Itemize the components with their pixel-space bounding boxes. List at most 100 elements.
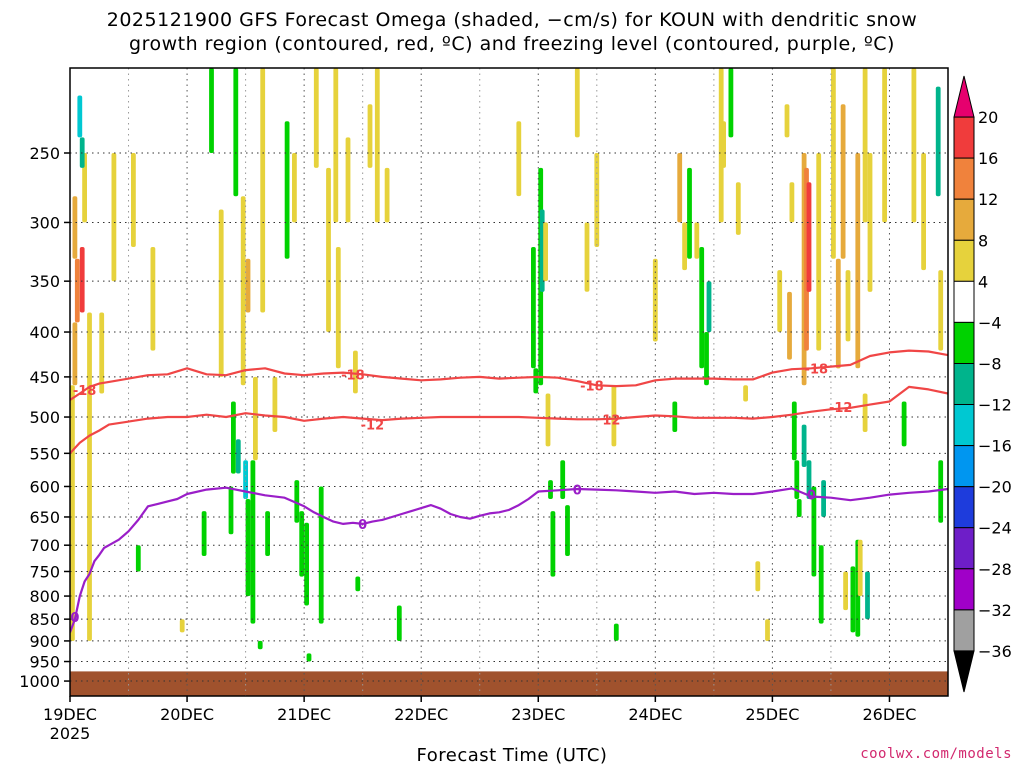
colorbar-label-0: 20 bbox=[978, 108, 998, 127]
omega-cell-75 bbox=[718, 68, 724, 223]
omega-cell-61 bbox=[574, 68, 580, 138]
omega-cell-77 bbox=[721, 121, 726, 168]
omega-cell-14 bbox=[179, 619, 185, 633]
omega-cell-93 bbox=[806, 460, 812, 499]
omega-cell-39 bbox=[318, 486, 324, 624]
colorbar-cap-top bbox=[953, 75, 975, 118]
omega-cell-35 bbox=[299, 511, 305, 577]
omega-cell-101 bbox=[845, 270, 851, 342]
y-tick-label-450: 450 bbox=[29, 368, 60, 387]
y-tick-label-700: 700 bbox=[29, 536, 60, 555]
plot-frame bbox=[69, 67, 949, 697]
colorbar-label-9: −20 bbox=[978, 478, 1012, 497]
y-tick-label-900: 900 bbox=[29, 632, 60, 651]
omega-cell-79 bbox=[743, 385, 748, 402]
ground-surface bbox=[70, 671, 948, 696]
x-tick-label-22DEC: 22DEC bbox=[394, 705, 448, 724]
x-tick-label-26DEC: 26DEC bbox=[862, 705, 916, 724]
contour-label-5: 12 bbox=[602, 413, 620, 428]
contour-label-9: 0 bbox=[573, 484, 582, 499]
contour-lines bbox=[70, 349, 948, 633]
x-axis-title: Forecast Time (UTC) bbox=[416, 745, 608, 766]
omega-cell-21 bbox=[235, 439, 241, 474]
omega-cell-47 bbox=[374, 68, 380, 223]
contour-label-2: -18 bbox=[580, 379, 604, 394]
contour-label-3: -18 bbox=[805, 362, 829, 377]
contour-line-0 bbox=[70, 349, 948, 401]
omega-cell-65 bbox=[613, 623, 619, 641]
omega-cell-107 bbox=[862, 68, 868, 223]
colorbar-swatch-8 bbox=[953, 404, 975, 447]
y-tick-label-750: 750 bbox=[29, 562, 60, 581]
omega-cell-84 bbox=[789, 182, 795, 223]
omega-cell-42 bbox=[335, 247, 341, 369]
omega-cell-46 bbox=[367, 104, 373, 168]
omega-cell-5 bbox=[82, 153, 87, 223]
colorbar-label-13: −36 bbox=[978, 642, 1012, 661]
y-tick-label-350: 350 bbox=[29, 272, 60, 291]
omega-cell-33 bbox=[292, 153, 297, 223]
omega-cell-83 bbox=[784, 104, 790, 138]
omega-cell-12 bbox=[150, 247, 156, 351]
omega-cell-78 bbox=[735, 182, 741, 235]
x-tick-label-23DEC: 23DEC bbox=[511, 705, 565, 724]
colorbar-label-10: −24 bbox=[978, 519, 1012, 538]
y-tick-label-250: 250 bbox=[29, 144, 60, 163]
colorbar-swatch-11 bbox=[953, 527, 975, 570]
omega-cell-108 bbox=[865, 571, 870, 620]
x-tick-label-25DEC: 25DEC bbox=[745, 705, 799, 724]
contour-line-1 bbox=[70, 385, 948, 455]
omega-cell-98 bbox=[831, 68, 836, 259]
x-tick-label-20DEC: 20DEC bbox=[160, 705, 214, 724]
omega-cell-6 bbox=[87, 312, 92, 641]
omega-cell-41 bbox=[333, 68, 339, 223]
omega-cell-37 bbox=[306, 653, 312, 662]
omega-cell-95 bbox=[816, 153, 822, 351]
x-tick-label-24DEC: 24DEC bbox=[628, 705, 682, 724]
contour-line-2 bbox=[70, 486, 948, 633]
omega-cell-2 bbox=[79, 247, 85, 313]
omega-cell-45 bbox=[355, 576, 361, 592]
surface-fill bbox=[70, 671, 948, 696]
colorbar-swatch-3 bbox=[953, 198, 975, 241]
omega-cell-82 bbox=[777, 270, 783, 332]
credit-link[interactable]: coolwx.com/models bbox=[860, 746, 1012, 762]
omega-cell-115 bbox=[935, 86, 941, 197]
contour-label-0: -18 bbox=[73, 384, 97, 399]
grid-lines bbox=[70, 68, 948, 696]
omega-cell-62 bbox=[584, 222, 590, 292]
y-tick-label-300: 300 bbox=[29, 213, 60, 232]
omega-cell-68 bbox=[677, 153, 683, 223]
y-tick-label-550: 550 bbox=[29, 444, 60, 463]
chart-title-line1: 2025121900 GFS Forecast Omega (shaded, −… bbox=[106, 9, 918, 31]
omega-cell-81 bbox=[765, 619, 770, 641]
omega-cell-19 bbox=[228, 486, 234, 535]
y-tick-label-800: 800 bbox=[29, 587, 60, 606]
omega-cell-51 bbox=[531, 247, 536, 369]
omega-cell-29 bbox=[265, 511, 270, 556]
colorbar-swatch-13 bbox=[953, 609, 975, 652]
omega-cell-16 bbox=[209, 68, 214, 153]
colorbar-label-4: 4 bbox=[978, 272, 988, 291]
omega-cell-56 bbox=[545, 393, 551, 447]
omega-cell-50 bbox=[516, 121, 522, 197]
omega-cell-23 bbox=[245, 258, 251, 313]
omega-cell-104 bbox=[855, 153, 861, 369]
omega-cell-92 bbox=[801, 424, 807, 467]
x-tick-sublabel-19DEC: 2025 bbox=[50, 724, 91, 743]
omega-cell-31 bbox=[272, 376, 278, 432]
omega-cell-27 bbox=[253, 376, 258, 461]
omega-cell-1 bbox=[74, 258, 80, 323]
omega-cell-58 bbox=[550, 511, 556, 577]
omega-cell-87 bbox=[794, 460, 800, 499]
omega-cell-18 bbox=[233, 68, 239, 197]
y-axis: 250 300 350 400 450 500 550 600 650 700 750 800 850 9… bbox=[19, 144, 70, 691]
colorbar: 20 16 12 8 4 −4 −8 −12 −16 −20 −24 −28 −32 −36 bbox=[953, 75, 1012, 693]
omega-cell-109 bbox=[867, 153, 873, 292]
omega-cell-17 bbox=[218, 209, 224, 377]
y-tick-label-850: 850 bbox=[29, 610, 60, 629]
colorbar-swatch-2 bbox=[953, 157, 975, 200]
colorbar-label-8: −16 bbox=[978, 437, 1012, 456]
omega-shading bbox=[70, 68, 944, 662]
